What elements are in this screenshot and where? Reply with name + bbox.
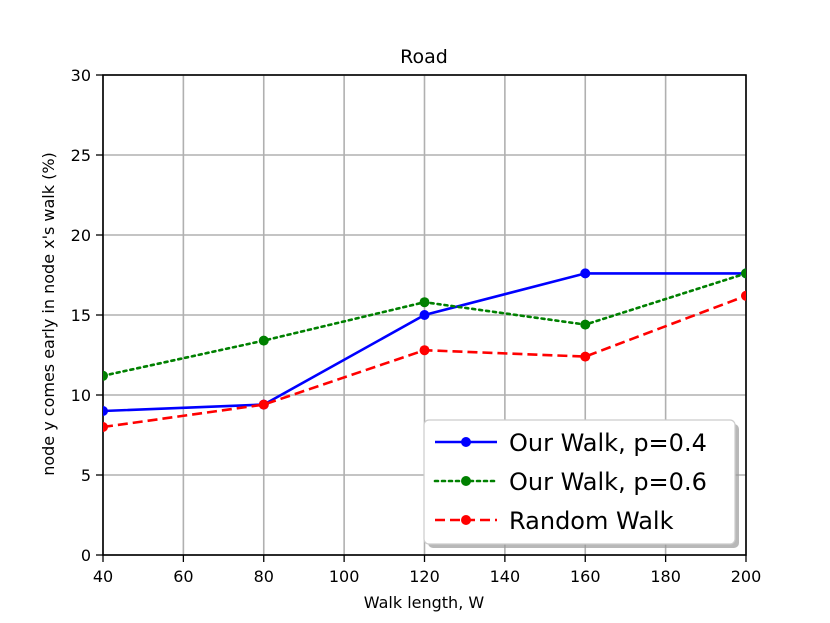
data-point xyxy=(419,345,430,356)
data-point xyxy=(103,406,108,416)
data-point xyxy=(580,319,591,330)
y-tick-label: 10 xyxy=(71,386,91,405)
y-axis-label: node y comes early in node x's walk (%) xyxy=(39,152,58,476)
x-tick-label: 60 xyxy=(173,567,193,586)
data-point xyxy=(419,310,430,320)
legend-label: Our Walk, p=0.4 xyxy=(509,429,707,457)
legend-box xyxy=(423,419,736,545)
legend-marker xyxy=(461,476,471,486)
x-tick-label: 80 xyxy=(254,567,274,586)
x-tick-label: 180 xyxy=(650,567,681,586)
y-tick-label: 20 xyxy=(71,226,91,245)
y-tick-label: 0 xyxy=(81,546,91,565)
chart-title: Road xyxy=(400,46,448,68)
data-point xyxy=(103,370,108,381)
series-2 xyxy=(103,290,746,432)
legend-label: Our Walk, p=0.6 xyxy=(509,468,707,496)
data-point xyxy=(258,399,269,410)
x-tick-label: 160 xyxy=(570,567,601,586)
series-1 xyxy=(103,268,746,381)
x-axis-label: Walk length, W xyxy=(364,593,485,612)
x-tick-label: 140 xyxy=(490,567,521,586)
data-point xyxy=(741,268,746,279)
data-point xyxy=(258,335,269,346)
x-tick-label: 100 xyxy=(329,567,360,586)
data-point xyxy=(419,297,430,308)
y-tick-label: 25 xyxy=(71,146,91,165)
data-point xyxy=(580,351,591,362)
x-tick-label: 120 xyxy=(409,567,440,586)
legend: Our Walk, p=0.4 Our Walk, p=0.6 Random Wal… xyxy=(423,419,739,548)
axes: 40 60 80 100 120 140 160 180 200 0 5 10 15 20 25 30 xyxy=(71,66,762,586)
data-point xyxy=(103,422,108,432)
data-point xyxy=(580,268,591,279)
x-tick-label: 200 xyxy=(731,567,762,586)
y-tick-label: 15 xyxy=(71,306,91,325)
legend-marker xyxy=(461,515,471,525)
x-tick-label: 40 xyxy=(93,567,113,586)
legend-marker xyxy=(461,437,471,447)
y-tick-label: 30 xyxy=(71,66,91,85)
series-layer xyxy=(103,268,746,432)
legend-label: Random Walk xyxy=(509,507,674,535)
data-point xyxy=(741,290,746,301)
y-tick-label: 5 xyxy=(81,466,91,485)
